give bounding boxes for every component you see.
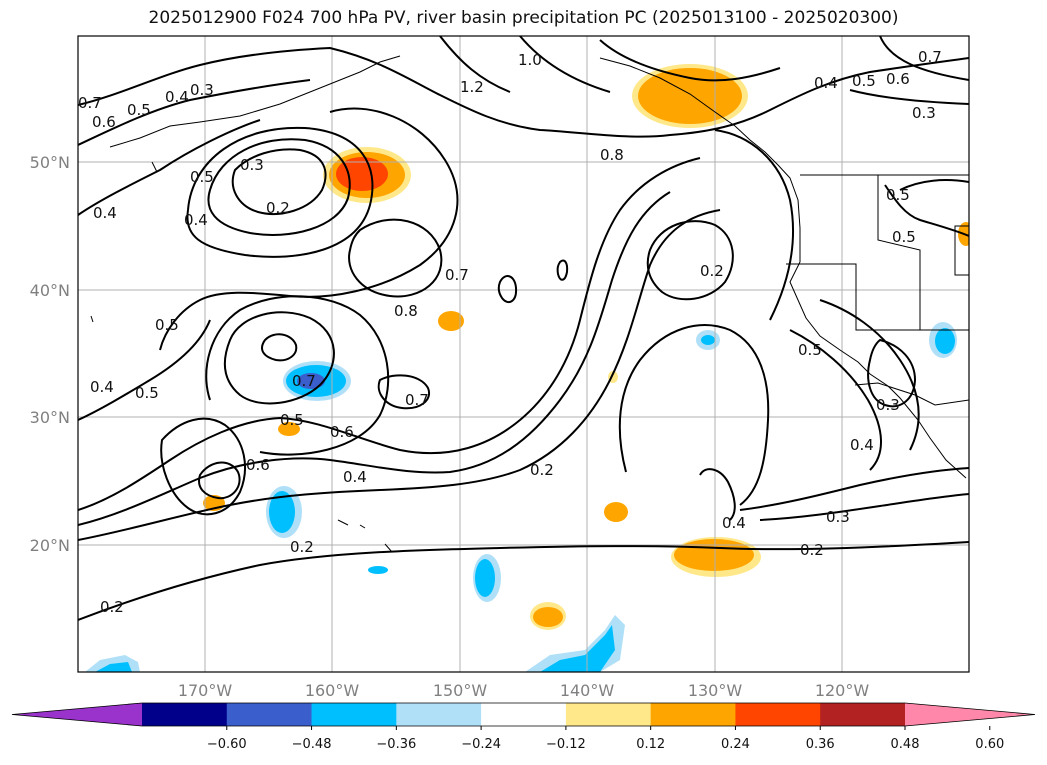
contour-label: 0.6 — [886, 70, 910, 88]
contour-label: 0.8 — [394, 302, 418, 320]
contour-label: 0.6 — [246, 456, 270, 474]
colorbar-extend-high — [905, 703, 1035, 726]
colorbar-segment — [142, 703, 228, 726]
contour-label: 0.3 — [826, 508, 850, 526]
colorbar — [11, 702, 1036, 727]
colorbar-tick-label: 0.24 — [721, 737, 750, 752]
lon-label: 160°W — [305, 681, 360, 700]
contour-label: 0.5 — [135, 384, 159, 402]
contour-label: 0.3 — [240, 156, 264, 174]
contour-label: 0.3 — [912, 104, 936, 122]
lon-labels: 170°W 160°W 150°W 140°W 130°W 120°W — [178, 681, 870, 700]
colorbar-segment — [650, 703, 736, 726]
colorbar-tick-label: −0.48 — [292, 737, 332, 752]
colorbar-segment — [735, 703, 821, 726]
contour-label: 0.7 — [918, 48, 942, 66]
colorbar-tick-label: −0.12 — [546, 737, 586, 752]
colorbar-tick-label: −0.24 — [461, 737, 501, 752]
contour-label: 0.7 — [292, 372, 316, 390]
contour-label: 0.6 — [92, 113, 116, 131]
lat-labels: 50°N 40°N 30°N 20°N — [30, 153, 70, 555]
lon-label: 150°W — [433, 681, 488, 700]
colorbar-segment — [481, 703, 567, 726]
contour-labels: 0.3 0.4 0.5 0.6 0.7 0.2 0.3 0.5 0.4 0.4 … — [78, 48, 942, 616]
contour-label: 1.0 — [518, 51, 542, 69]
contour-label: 0.4 — [184, 211, 208, 229]
contour-label: 0.6 — [330, 423, 354, 441]
coastlines — [90, 55, 969, 553]
contour-label: 0.7 — [405, 391, 429, 409]
contour-label: 0.5 — [280, 411, 304, 429]
lon-label: 120°W — [815, 681, 870, 700]
contour-label: 0.7 — [78, 94, 102, 112]
contour-label: 0.7 — [445, 266, 469, 284]
colorbar-tick-label: 0.12 — [636, 737, 665, 752]
contour-label: 0.2 — [800, 541, 824, 559]
map-frame — [77, 35, 970, 673]
contour-label: 0.5 — [852, 72, 876, 90]
contour-label: 0.2 — [266, 199, 290, 217]
lon-label: 140°W — [560, 681, 615, 700]
colorbar-ticks: −0.60 −0.48 −0.36 −0.24 −0.12 0.12 0.24 0.36 0.4… — [207, 726, 1004, 752]
lat-label: 20°N — [30, 536, 70, 555]
lat-label: 30°N — [30, 408, 70, 427]
colorbar-segment — [226, 703, 313, 726]
contour-label: 0.5 — [798, 341, 822, 359]
colorbar-tick-label: 0.60 — [975, 737, 1004, 752]
colorbar-tick-label: 0.48 — [891, 737, 920, 752]
contour-label: 0.5 — [190, 168, 214, 186]
contour-label: 0.2 — [700, 262, 724, 280]
map-area: 0.3 0.4 0.5 0.6 0.7 0.2 0.3 0.5 0.4 0.4 … — [78, 36, 969, 672]
contour-label: 0.5 — [892, 228, 916, 246]
colorbar-outline — [11, 702, 1036, 727]
colorbar-extend-low — [12, 703, 142, 726]
contour-label: 0.4 — [90, 378, 114, 396]
contour-label: 0.4 — [722, 514, 746, 532]
colorbar-segment — [820, 703, 906, 726]
contour-label: 0.4 — [343, 468, 367, 486]
contour-label: 0.2 — [290, 538, 314, 556]
contour-label: 0.4 — [165, 88, 189, 106]
lat-label: 40°N — [30, 281, 70, 300]
colorbar-segment — [396, 703, 482, 726]
colorbar-tick-label: 0.36 — [806, 737, 835, 752]
contour-label: 0.4 — [850, 436, 874, 454]
colorbar-tick-label: −0.60 — [207, 737, 247, 752]
contour-label: 0.3 — [876, 396, 900, 414]
pv-contours — [78, 36, 969, 621]
contour-label: 0.3 — [190, 81, 214, 99]
contour-label: 0.4 — [814, 74, 838, 92]
contour-label: 0.5 — [127, 101, 151, 119]
contour-label: 0.4 — [93, 204, 117, 222]
contour-label: 1.2 — [460, 78, 484, 96]
precip-shading — [85, 64, 969, 672]
lon-label: 130°W — [688, 681, 743, 700]
contour-label: 0.8 — [600, 146, 624, 164]
contour-label: 0.2 — [530, 461, 554, 479]
lat-label: 50°N — [30, 153, 70, 172]
contour-label: 0.5 — [886, 186, 910, 204]
colorbar-segment — [565, 703, 652, 726]
contour-label: 0.2 — [100, 598, 124, 616]
lon-label: 170°W — [178, 681, 233, 700]
colorbar-tick-label: −0.36 — [376, 737, 416, 752]
colorbar-segment — [311, 703, 397, 726]
contour-label: 0.5 — [155, 316, 179, 334]
map-title: 2025012900 F024 700 hPa PV, river basin … — [148, 8, 899, 28]
